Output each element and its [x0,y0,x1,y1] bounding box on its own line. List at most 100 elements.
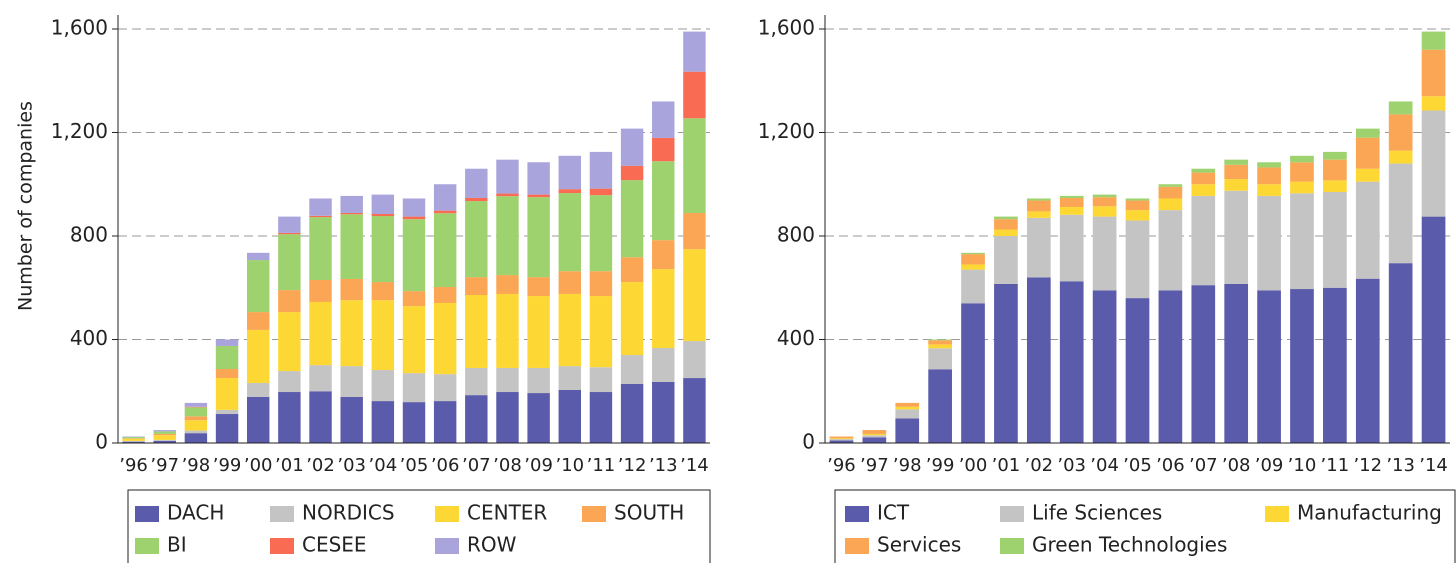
bar-segment [652,137,675,162]
bar-segment [1323,192,1347,288]
bar-segment [589,151,613,189]
bar-segment [433,401,457,443]
bar-segment [1125,298,1150,443]
bar-segment [589,367,613,393]
bar-segment [402,373,426,403]
legend-swatch [270,506,294,522]
x-tick-label: ’13 [1386,455,1415,476]
bar-segment [496,193,519,197]
x-tick-label: ’03 [1057,455,1086,476]
bar-segment [309,279,332,302]
bar-segment [340,396,363,443]
bar-segment [1191,168,1216,173]
x-tick-label: ’08 [493,455,522,476]
bar-segment [371,216,395,283]
bar-segment [558,293,582,367]
legend-swatch [435,506,459,522]
legend-swatch [270,538,294,554]
bar-segment [683,341,706,379]
bar-segment [1158,290,1183,443]
bar-segment [1026,217,1051,278]
bar-segment [558,271,582,294]
bar-segment [1158,198,1183,211]
bar-segment [153,435,176,440]
bar-segment [184,420,208,431]
bar-segment [620,257,644,283]
bar-segment [1257,162,1281,168]
bar-segment [309,217,332,280]
bar-segment [994,229,1018,236]
bar-segment [928,344,952,349]
bar-segment [433,213,457,287]
bar-segment [994,236,1018,284]
legend-swatch [582,506,606,522]
bar-segment [1092,216,1117,291]
bar-segment [1388,101,1413,115]
x-tick-label: ’98 [182,455,211,476]
bar-segment [928,339,952,341]
bar-segment [1290,289,1314,443]
bar-segment [1125,220,1150,299]
bar-segment [1290,181,1314,194]
bar-segment [527,162,550,195]
bar-segment [278,371,301,393]
bar-segment [465,277,488,295]
bar-segment [1388,263,1413,443]
bar-segment [402,306,426,374]
bar-segment [1059,281,1084,443]
x-tick-label: ’01 [992,455,1021,476]
bar-segment [122,437,145,439]
bar-segment [371,370,395,402]
x-tick-label: ’00 [244,455,273,476]
bar-segment [215,368,239,379]
bar-segment [1355,278,1380,443]
bar-segment [1421,96,1446,111]
y-tick-label: 800 [777,223,815,247]
x-tick-label: ’12 [618,455,647,476]
x-tick-label: ’10 [1288,455,1317,476]
bar-segment [895,402,920,407]
bar-segment [862,430,887,434]
legend-swatch [1000,506,1024,522]
bar-segment [620,384,644,443]
legend-swatch [1000,538,1024,554]
x-tick-label: ’00 [959,455,988,476]
bar-segment [1388,163,1413,264]
bar-segment [402,198,426,217]
x-tick-label: ’05 [400,455,429,476]
bar-segment [1191,285,1216,443]
bar-segment [184,406,208,408]
x-tick-label: ’06 [431,455,460,476]
bar-segment [184,402,208,407]
bar-segment [1191,195,1216,286]
bar-segment [371,300,395,371]
bar-segment [652,381,675,443]
x-tick-label: ’14 [1419,455,1448,476]
bar-segment [215,414,239,443]
bar-segment [246,252,270,261]
bar-segment [309,301,332,366]
bar-segment [652,269,675,349]
x-tick-label: ’06 [1156,455,1185,476]
legend-label: BI [167,533,187,557]
bar-segment [1421,31,1446,50]
x-tick-label: ’14 [680,455,709,476]
bar-segment [1158,186,1183,199]
bar-segment [862,435,887,438]
bar-segment [1158,184,1183,187]
bar-segment [895,418,920,443]
legend-swatch [1265,506,1289,522]
legend-label: ICT [877,501,910,525]
bar-segment [620,128,644,166]
x-tick-label: ’96 [119,455,148,476]
x-tick-label: ’01 [275,455,304,476]
bar-segment [371,214,395,217]
bar-segment [683,71,706,119]
bar-segment [527,197,550,278]
x-tick-label: ’97 [860,455,889,476]
bar-segment [215,409,239,415]
bar-segment [961,303,985,443]
bar-segment [527,194,550,198]
x-tick-label: ’05 [1123,455,1152,476]
